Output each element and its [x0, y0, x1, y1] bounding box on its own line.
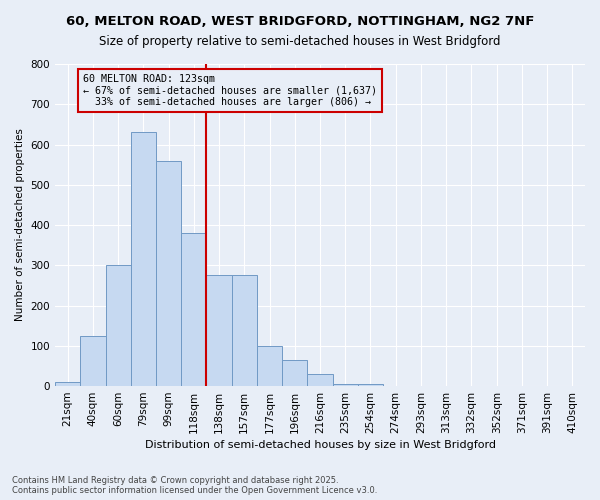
Text: Contains HM Land Registry data © Crown copyright and database right 2025.
Contai: Contains HM Land Registry data © Crown c… [12, 476, 377, 495]
Text: Size of property relative to semi-detached houses in West Bridgford: Size of property relative to semi-detach… [99, 35, 501, 48]
Text: 60 MELTON ROAD: 123sqm
← 67% of semi-detached houses are smaller (1,637)
  33% o: 60 MELTON ROAD: 123sqm ← 67% of semi-det… [83, 74, 377, 108]
Bar [232, 276, 257, 386]
Y-axis label: Number of semi-detached properties: Number of semi-detached properties [15, 128, 25, 322]
Bar [131, 132, 156, 386]
Bar [156, 160, 181, 386]
Bar [206, 276, 232, 386]
Bar [55, 382, 80, 386]
Bar [358, 384, 383, 386]
Bar [332, 384, 358, 386]
Bar [106, 266, 131, 386]
X-axis label: Distribution of semi-detached houses by size in West Bridgford: Distribution of semi-detached houses by … [145, 440, 496, 450]
Bar [80, 336, 106, 386]
Text: 60, MELTON ROAD, WEST BRIDGFORD, NOTTINGHAM, NG2 7NF: 60, MELTON ROAD, WEST BRIDGFORD, NOTTING… [66, 15, 534, 28]
Bar [307, 374, 332, 386]
Bar [282, 360, 307, 386]
Bar [181, 233, 206, 386]
Bar [257, 346, 282, 386]
